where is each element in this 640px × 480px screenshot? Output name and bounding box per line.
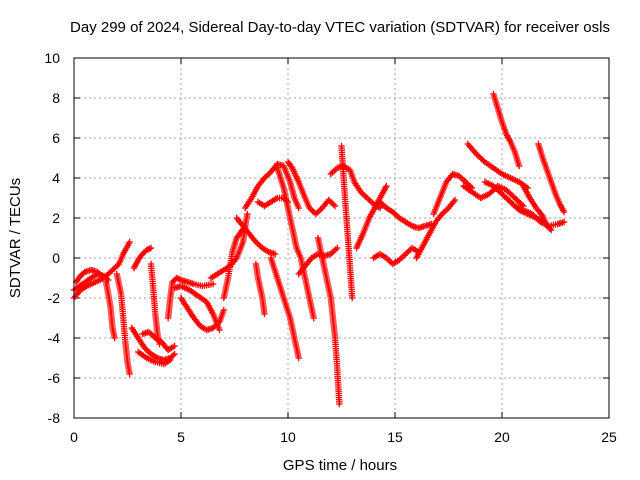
tick-labels: 0 5 10 15 20 25 -8 -6 -4 -2 0 2 4 6 8 10: [44, 50, 617, 445]
y-axis-title: SDTVAR / TECUs: [7, 178, 24, 298]
data-point: [560, 208, 568, 216]
y-tick-label: 10: [44, 50, 60, 66]
data-point: [107, 268, 115, 275]
x-tick-label: 15: [387, 429, 403, 445]
data-point: [176, 276, 183, 283]
data-point: [515, 162, 523, 170]
x-tick-label: 20: [494, 429, 510, 445]
data-point: [126, 238, 133, 246]
data-point: [244, 210, 251, 218]
y-tick-label: 6: [52, 130, 60, 146]
data-point: [111, 334, 118, 342]
y-tick-label: -2: [48, 290, 61, 306]
y-tick-label: 0: [52, 250, 60, 266]
x-tick-label: 0: [70, 429, 78, 445]
data-point: [174, 275, 182, 282]
data-point: [169, 352, 177, 359]
data-point: [146, 245, 153, 252]
plot-frame: [73, 57, 610, 419]
y-tick-label: 8: [52, 90, 60, 106]
data-point: [560, 218, 568, 226]
x-axis-title: GPS time / hours: [283, 457, 397, 474]
data-point: [451, 196, 459, 204]
x-tick-label: 5: [177, 429, 185, 445]
data-point: [171, 350, 178, 358]
grid-lines: [74, 58, 609, 418]
data-point: [171, 342, 178, 350]
data-point: [97, 271, 104, 278]
data-point: [548, 226, 555, 234]
y-tick-label: -8: [48, 410, 61, 426]
data-point: [295, 354, 302, 362]
y-tick-label: 4: [52, 170, 60, 186]
data-point: [143, 246, 150, 254]
data-point: [349, 294, 356, 302]
data-point: [173, 274, 180, 282]
data-point: [209, 280, 217, 288]
data-point: [295, 204, 302, 212]
data-point: [98, 272, 106, 280]
y-tick-label: 2: [52, 210, 60, 226]
data-point: [546, 225, 553, 232]
x-tick-label: 10: [280, 429, 296, 445]
data-point: [144, 246, 152, 253]
data-point: [331, 202, 339, 210]
data-point: [167, 356, 174, 364]
data-point: [147, 244, 155, 252]
data-point: [261, 310, 268, 318]
data-point: [310, 314, 317, 322]
data-point: [334, 244, 341, 252]
data-point: [336, 400, 343, 408]
x-tick-label: 25: [601, 429, 617, 445]
chart-title: Day 299 of 2024, Sidereal Day-to-day VTE…: [70, 19, 610, 36]
y-tick-label: -6: [48, 370, 61, 386]
data-point: [220, 306, 227, 314]
y-tick-label: -4: [48, 330, 61, 346]
data-point: [271, 250, 279, 258]
data-point: [126, 370, 133, 378]
data-points: [70, 90, 568, 408]
data-point: [216, 326, 223, 334]
data-point: [383, 182, 390, 190]
data-point: [156, 340, 163, 348]
